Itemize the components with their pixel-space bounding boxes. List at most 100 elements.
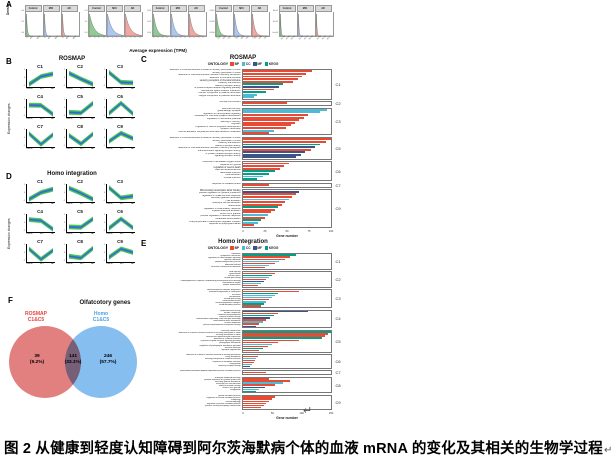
bars-box bbox=[242, 376, 332, 394]
trend-wrap: 1 0 -1 bbox=[58, 69, 98, 88]
trend-xticks: Control MCI AD bbox=[66, 263, 94, 267]
xtick-label: Control bbox=[66, 118, 73, 120]
term-label: * sensory perception of smell bbox=[138, 334, 242, 336]
term-labels: DNA-binding transcription factor binding… bbox=[138, 189, 242, 227]
bar-row bbox=[243, 333, 331, 335]
term-label: * T cell activation bbox=[138, 200, 242, 203]
term-label: regulation of innate immune response bbox=[138, 195, 242, 198]
cluster-subplot-C7: C7 1 0 -1 Control MCI AD bbox=[18, 124, 58, 152]
term-label: Oxidative phosphorylation bbox=[138, 314, 242, 316]
bar-row bbox=[243, 143, 331, 146]
density-yticks: 8e-05 4e-05 0e+00 bbox=[271, 10, 279, 34]
density-cells: Control 0 4000 8000 MCI 0 4000 8000 AD 0 4000 8000 bbox=[24, 5, 80, 43]
ontology-group-C9: DNA-binding transcription factor binding… bbox=[138, 189, 344, 228]
trend-yticks: 1 0 -1 bbox=[58, 129, 66, 147]
bar-row bbox=[243, 390, 331, 393]
bar-row bbox=[243, 193, 331, 196]
term-text: sensory perception of smell bbox=[212, 71, 241, 74]
bars-box bbox=[242, 309, 332, 329]
cluster-subplot-C3: C3 1 0 -1 Control MCI AD bbox=[98, 179, 138, 207]
term-text: detection of chemical stimulus bbox=[213, 338, 241, 341]
term-label: ficolin-1-rich granule bbox=[138, 387, 242, 389]
bar bbox=[243, 404, 264, 407]
bar bbox=[243, 282, 261, 285]
bars-box bbox=[242, 271, 332, 288]
term-text: detection of chemical stimulus involved … bbox=[178, 331, 241, 334]
term-label: chromosomal region bbox=[138, 282, 242, 284]
bar-row bbox=[243, 72, 331, 76]
term-text: G protein-coupled receptor activity bbox=[205, 152, 241, 155]
ytick-label: 1 bbox=[63, 69, 65, 71]
bar bbox=[243, 108, 327, 111]
term-label: G protein-coupled receptor signaling pat… bbox=[138, 340, 242, 342]
trend-wrap: 1 0 -1 bbox=[98, 244, 138, 263]
bars-box bbox=[242, 107, 332, 136]
bar-row bbox=[243, 317, 331, 319]
panel-c: C ROSMAP ONTOLOGY BP CC MF KEGG * detection … bbox=[138, 55, 348, 238]
term-text: olfactory receptor activity bbox=[215, 144, 241, 147]
term-text: Oxidative phosphorylation bbox=[217, 313, 241, 316]
term-text: response to decreased oxygen levels bbox=[202, 161, 241, 164]
bar-row bbox=[243, 114, 331, 117]
ontology-group-C7: proteasome-mediated ubiquitin-dependent … bbox=[138, 370, 344, 376]
term-label: Neuroactive ligand-receptor interaction bbox=[138, 336, 242, 338]
term-text: proton transmembrane transporter activit… bbox=[203, 324, 241, 327]
term-text: ficolin-1-rich granule bbox=[222, 387, 241, 390]
xtick-label: 4000 bbox=[65, 35, 71, 40]
term-text: Neuroactive ligand-receptor interaction bbox=[206, 336, 241, 339]
term-text: ciliary membrane bbox=[225, 356, 241, 359]
cluster-title: C8 bbox=[77, 239, 83, 244]
bar-row bbox=[243, 219, 331, 222]
ytick-label: 0.04 bbox=[147, 10, 151, 12]
density-panel-control: Control 0 1 2 3 bbox=[151, 5, 171, 43]
xtick-label: AD bbox=[51, 233, 54, 235]
trend-yticks: 1 0 -1 bbox=[98, 214, 106, 232]
term-label: * detection of chemical stimulus involved… bbox=[138, 137, 242, 140]
ontology-legend-title: ONTOLOGY bbox=[207, 62, 229, 66]
bar-row bbox=[243, 80, 331, 83]
trend-wrap: 1 0 -1 bbox=[58, 129, 98, 148]
bar bbox=[243, 170, 275, 173]
term-text: Olfactory transduction bbox=[221, 329, 241, 332]
term-label: rRNA metabolic process bbox=[138, 304, 242, 306]
ytick-label: 0 bbox=[63, 77, 65, 79]
term-labels: Ribosome cytoplasmic translation regulatio… bbox=[138, 253, 242, 270]
ytick-label: 0.00 bbox=[147, 32, 151, 34]
bar bbox=[243, 85, 280, 88]
term-label: leukocyte cell-cell adhesion bbox=[138, 202, 242, 205]
bar-row bbox=[243, 359, 331, 362]
bar-row bbox=[243, 294, 331, 297]
facet-strip-label: Control bbox=[215, 5, 232, 12]
xtick-label: MCI bbox=[80, 118, 84, 120]
term-text: electron transfer activity bbox=[219, 315, 241, 318]
bar bbox=[243, 138, 331, 141]
density-facet-group-1: 0.4 0.2 0.0 Control 0 4000 8000 MCI 0 4000 8000 AD 0… bbox=[17, 5, 80, 43]
ytick-label: 0 bbox=[103, 222, 105, 224]
trend-xticks: Control MCI AD bbox=[106, 118, 134, 122]
term-text: mitochondrial matrix bbox=[222, 299, 241, 302]
term-label: preribosome bbox=[138, 296, 242, 298]
density-yticks: 0.04 0.02 0.00 bbox=[144, 10, 152, 34]
density-xticks: 0 4000 8000 bbox=[25, 36, 42, 43]
term-text: detection of chemical stimulus involved … bbox=[178, 74, 241, 77]
bar-row bbox=[243, 198, 331, 201]
bars-box bbox=[242, 136, 332, 160]
xtick-label: AD bbox=[131, 118, 134, 120]
term-label: leukocyte mediated immunity bbox=[138, 377, 242, 379]
ontology-group-C7: response to oxidative stress C7 bbox=[138, 182, 344, 188]
bar-row bbox=[243, 258, 331, 260]
trend-xticks: Control MCI AD bbox=[106, 233, 134, 237]
term-labels: * Olfactory transduction * detection of che… bbox=[138, 330, 242, 353]
bars-box bbox=[242, 370, 332, 376]
venn-title: Olfatcotory genes bbox=[79, 300, 131, 306]
bar-row bbox=[243, 366, 331, 368]
ytick-label: -1 bbox=[63, 260, 65, 262]
cluster-label: C1 bbox=[335, 81, 341, 87]
trend-yticks: 1 0 -1 bbox=[18, 99, 26, 117]
term-label: Neuroactive ligand-receptor interaction bbox=[138, 90, 242, 93]
bar bbox=[243, 140, 326, 143]
term-label: synaptic membrane bbox=[138, 128, 242, 131]
bars-box bbox=[242, 253, 332, 270]
bars-box bbox=[242, 101, 332, 107]
